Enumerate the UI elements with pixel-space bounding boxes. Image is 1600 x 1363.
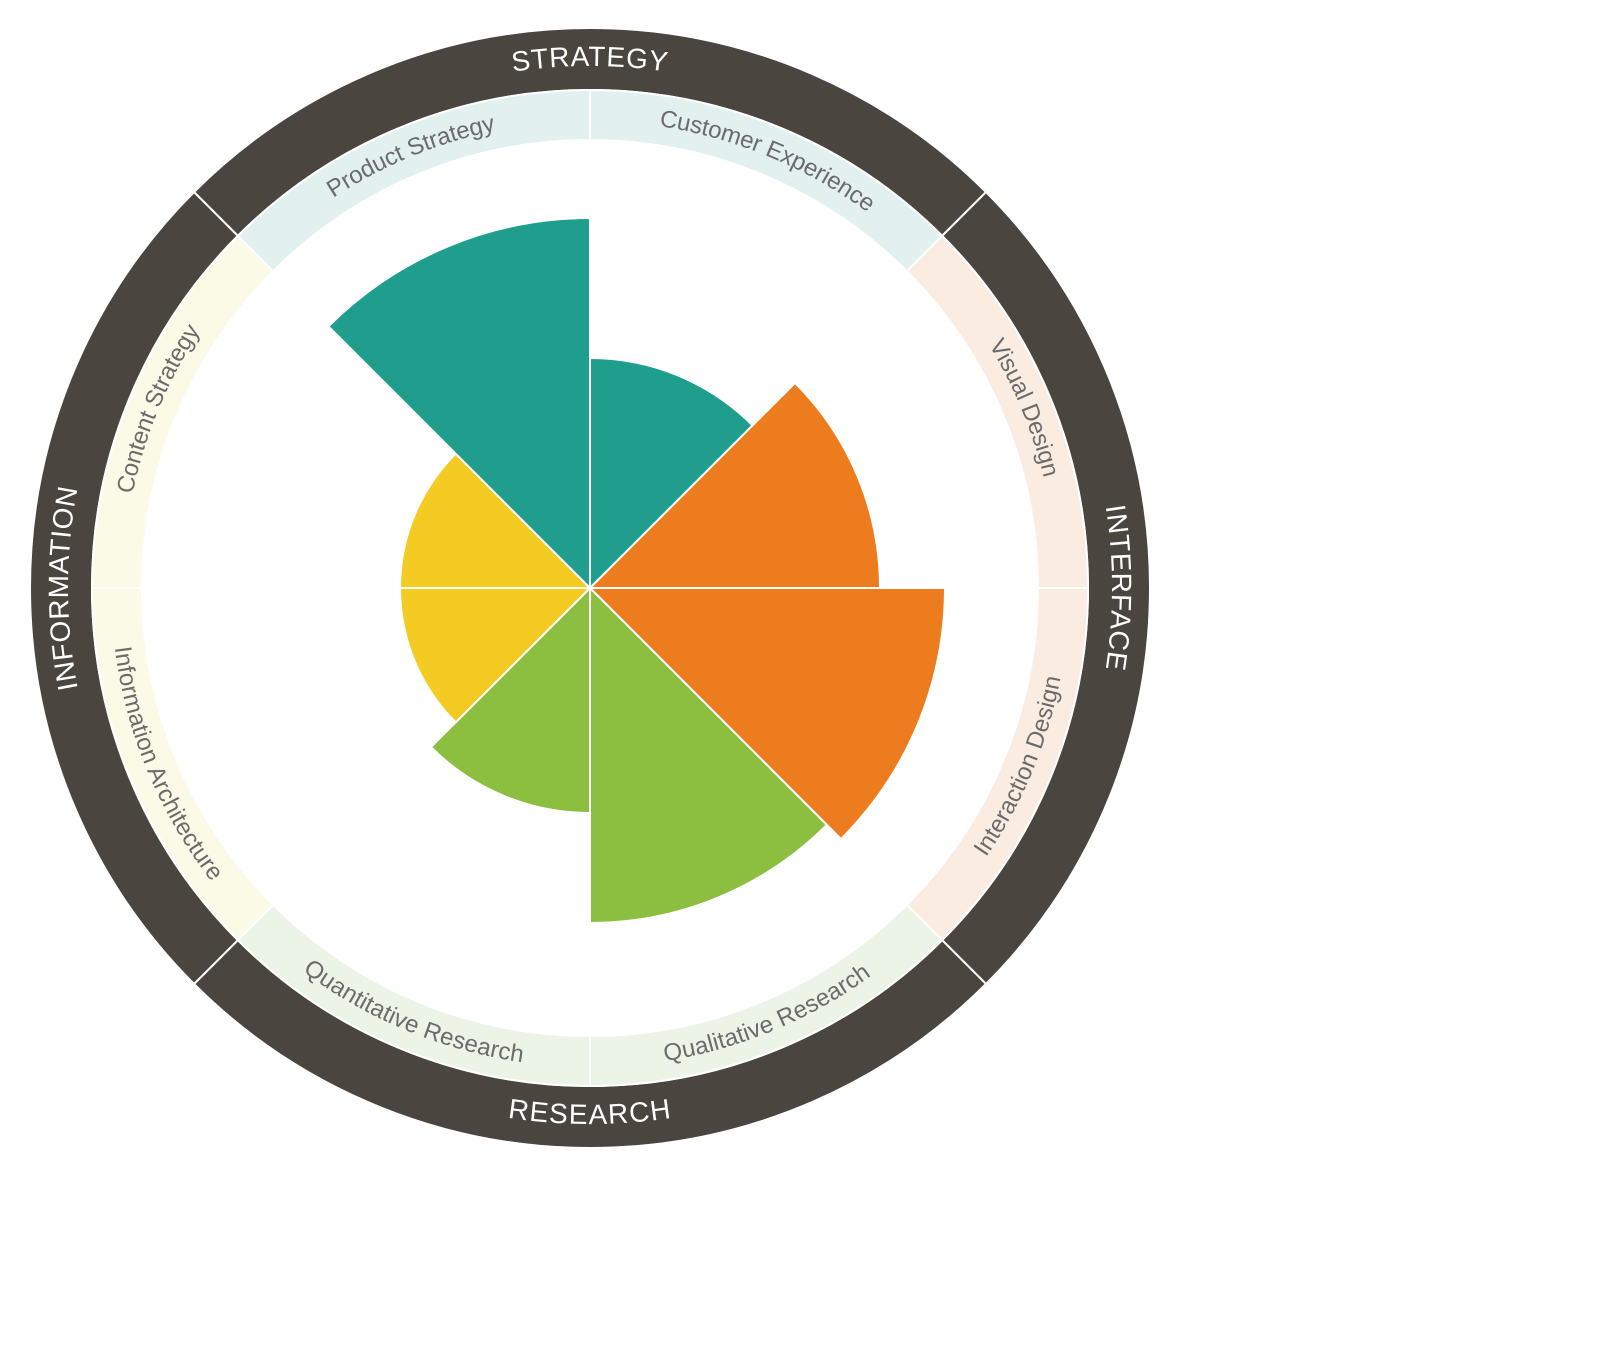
radial-diagram: STRATEGYINTERFACERESEARCHINFORMATIONCust… — [0, 0, 1600, 1363]
